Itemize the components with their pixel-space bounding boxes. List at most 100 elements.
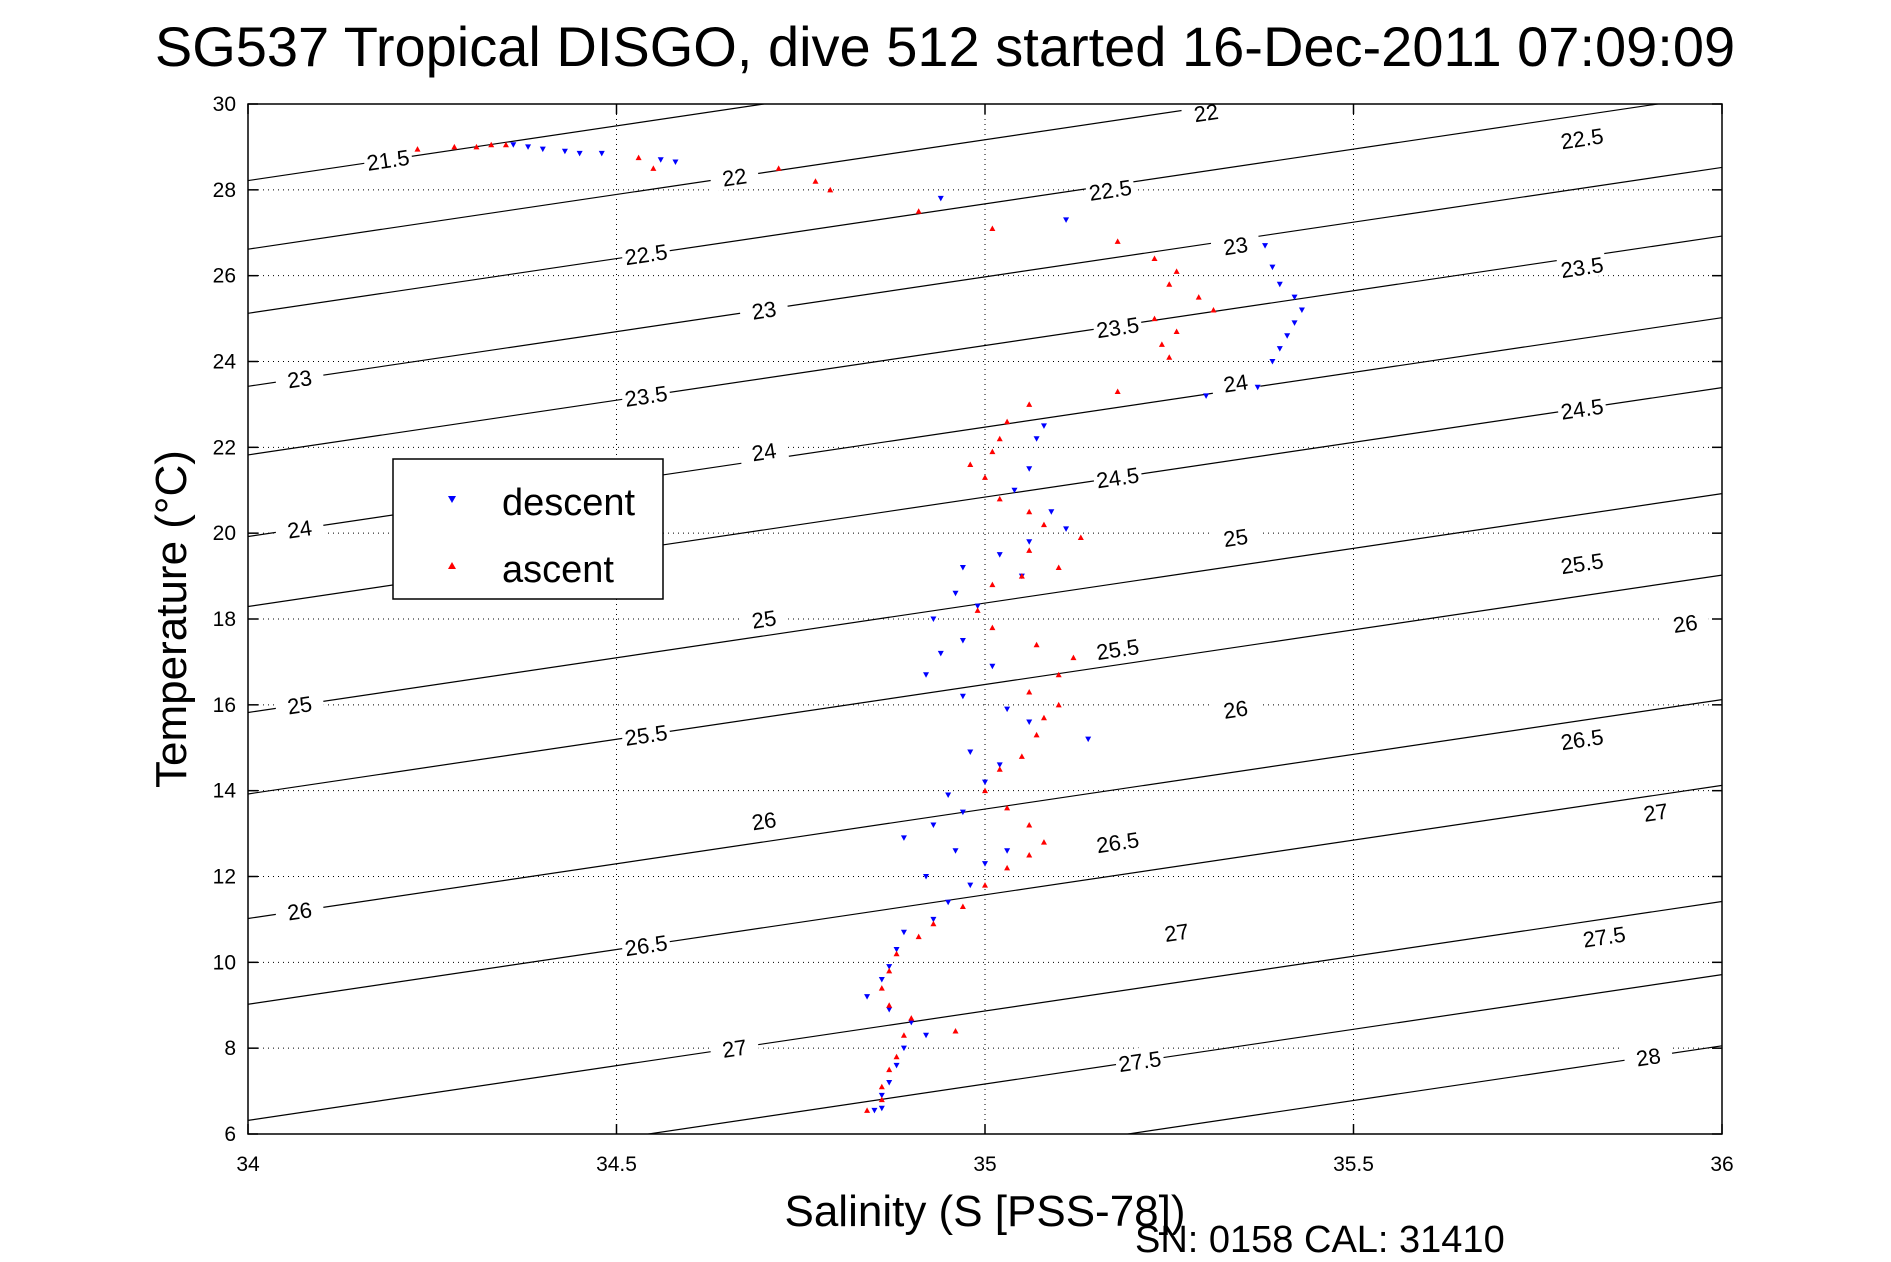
density-contour-line	[644, 973, 1722, 1134]
descent-point	[1004, 706, 1011, 713]
density-contour-label: 27.5	[1581, 922, 1627, 953]
y-tick-label: 22	[213, 436, 236, 459]
y-axis-ticks: 6 8 10 12 14 16 18 20 22 24 26 28 30	[213, 93, 1722, 1146]
descent-point	[864, 994, 871, 1000]
descent-point	[959, 565, 966, 571]
density-contour-label: 23	[1222, 232, 1250, 260]
descent-point	[657, 157, 664, 163]
descent-point	[1262, 243, 1269, 249]
descent-point	[1298, 307, 1305, 313]
descent-point	[510, 142, 517, 148]
descent-point	[930, 822, 937, 828]
ascent-point	[502, 141, 509, 148]
descent-point	[893, 946, 900, 953]
ascent-point	[1004, 804, 1011, 811]
descent-point	[900, 1045, 907, 1052]
contour-label-bg	[1556, 546, 1608, 578]
contour-label-bg	[1092, 825, 1144, 857]
ascent-point	[1040, 839, 1047, 845]
descent-point	[923, 1032, 930, 1039]
plot-area: 21.5 22 22 22.5 22.5 22.5 23 23 23 23.5 23.5 23.5 24…	[247, 96, 1723, 1135]
descent-point	[878, 1105, 885, 1112]
descent-point	[1203, 393, 1210, 399]
descent-point	[1269, 264, 1276, 271]
contour-label-bg	[1578, 920, 1630, 951]
descent-point	[937, 650, 944, 657]
density-contour-label: 21.5	[365, 145, 411, 176]
ascent-point	[996, 766, 1003, 772]
ascent-point	[1158, 341, 1165, 347]
descent-point	[561, 148, 568, 155]
ascent-point	[982, 882, 988, 888]
ascent-point	[1026, 547, 1033, 553]
density-contour-label: 22.5	[623, 239, 669, 270]
density-contours	[248, 104, 1722, 1134]
descent-point	[886, 964, 893, 970]
ascent-point	[908, 1015, 915, 1021]
contour-label-bg	[620, 379, 672, 411]
descent-point	[1254, 384, 1261, 391]
descent-point	[1284, 333, 1291, 339]
density-contour-label: 24	[1222, 369, 1250, 397]
ascent-point	[893, 950, 900, 957]
density-contour-line	[248, 104, 1662, 314]
contour-label-bg	[1114, 1044, 1166, 1076]
y-tick-label: 26	[213, 265, 236, 288]
contour-label-bg	[708, 1031, 760, 1063]
ascent-point	[952, 1028, 959, 1034]
ascent-point	[1166, 354, 1173, 360]
contour-label-bg	[1209, 521, 1261, 552]
ascent-point	[1018, 753, 1025, 759]
descent-series	[510, 142, 1305, 1114]
contour-label-bg	[1556, 722, 1608, 754]
density-contour-label: 26.5	[1095, 827, 1141, 858]
contour-label-bg	[1092, 632, 1144, 664]
descent-point	[1063, 217, 1070, 223]
ascent-point	[886, 1066, 893, 1073]
descent-point	[1269, 359, 1276, 365]
ascent-point	[1070, 654, 1077, 661]
ascent-point	[982, 787, 988, 794]
contour-label-bg	[273, 512, 325, 544]
y-tick-label: 24	[213, 351, 237, 374]
descent-point	[967, 882, 974, 889]
density-contour-label: 26	[1222, 695, 1250, 723]
descent-point	[952, 590, 959, 597]
ascent-point	[827, 186, 834, 193]
contour-label-bg	[1622, 1040, 1674, 1072]
ascent-point	[967, 461, 974, 467]
density-contour-label: 22	[721, 163, 749, 191]
contour-label-bg	[1209, 229, 1261, 261]
ascent-point	[878, 1096, 885, 1103]
contour-label-bg	[273, 894, 325, 926]
ascent-point	[1004, 418, 1011, 425]
descent-point	[598, 150, 605, 157]
footer-serial-cal: SN: 0158 CAL: 31410	[1135, 1219, 1505, 1261]
density-contour-label: 26	[750, 807, 778, 835]
density-contour-label: 27	[1642, 798, 1670, 826]
density-contour-line	[248, 235, 1722, 456]
descent-point	[989, 663, 996, 670]
density-contour-label: 24	[286, 515, 314, 543]
descent-point	[930, 616, 937, 622]
density-contour-label: 28	[1634, 1043, 1662, 1071]
density-contour-label: 27	[721, 1034, 749, 1062]
descent-point	[1004, 848, 1011, 854]
ascent-point	[930, 920, 937, 927]
density-contour-label: 25	[286, 691, 314, 719]
density-contour-label: 26.5	[623, 930, 669, 961]
y-tick-label: 6	[224, 1123, 236, 1146]
contour-label-bg	[738, 435, 790, 467]
descent-point	[576, 150, 583, 157]
ascent-point	[878, 1083, 885, 1090]
descent-point	[982, 779, 988, 786]
contour-label-bg	[620, 718, 672, 750]
chart-title: SG537 Tropical DISGO, dive 512 started 1…	[155, 15, 1735, 78]
ascent-point	[414, 146, 421, 152]
density-contour-label: 26	[1671, 610, 1699, 638]
contour-label-bg	[620, 237, 672, 269]
density-contour-label: 24	[750, 438, 778, 466]
descent-point	[1063, 526, 1070, 532]
descent-point	[900, 835, 907, 841]
